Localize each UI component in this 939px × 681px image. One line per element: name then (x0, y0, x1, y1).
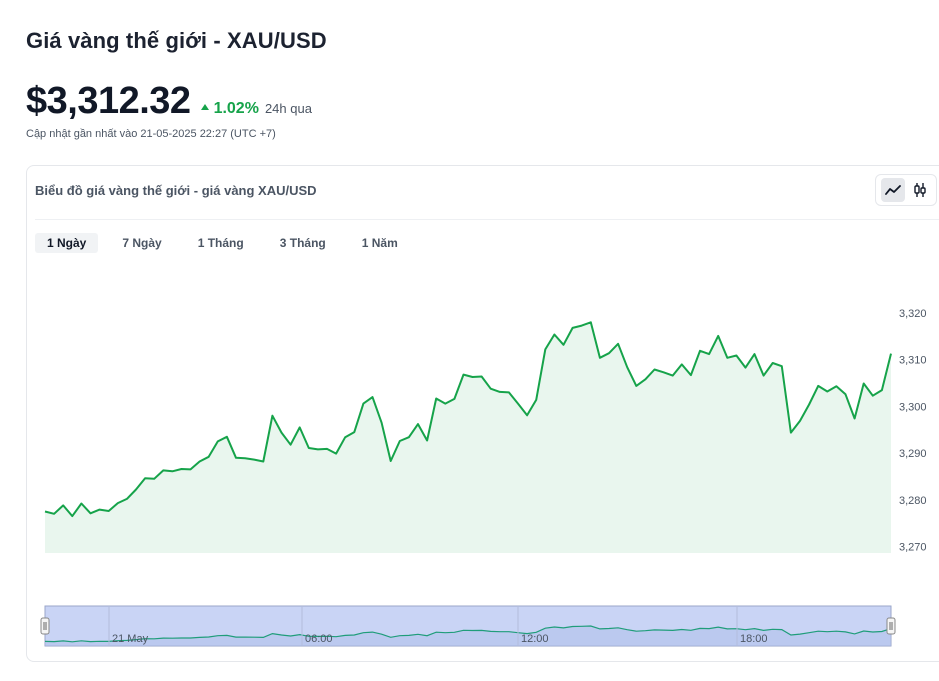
last-updated: Cập nhật gần nhất vào 21-05-2025 22:27 (… (26, 128, 276, 140)
y-tick-label: 3,270 (899, 542, 927, 554)
navigator[interactable]: 21 May 06:00 12:00 18:00 (40, 605, 896, 647)
tab-3-months[interactable]: 3 Tháng (279, 236, 326, 250)
navigator-time-label: 12:00 (521, 633, 549, 645)
line-chart-button[interactable] (880, 178, 905, 202)
main-plot (44, 321, 892, 553)
chart-title: Biểu đồ giá vàng thế giới - giá vàng XAU… (35, 183, 317, 198)
change-period: 24h qua (264, 101, 312, 116)
price-row: $3,312.32 1.02% 24h qua (26, 80, 312, 123)
y-tick-label: 3,290 (899, 448, 927, 460)
y-axis: 3,270 3,280 3,290 3,300 3,310 3,320 (899, 308, 927, 554)
tab-1-month[interactable]: 1 Tháng (197, 236, 244, 250)
navigator-time-label: 21 May (112, 633, 149, 645)
y-tick-label: 3,320 (899, 308, 927, 320)
navigator-time-label: 06:00 (305, 633, 333, 645)
range-tabs: 1 Ngày 7 Ngày 1 Tháng 3 Tháng 1 Năm (35, 233, 422, 253)
chart-card: Biểu đồ giá vàng thế giới - giá vàng XAU… (26, 165, 939, 662)
navigator-left-handle[interactable] (40, 617, 50, 635)
price-change-value: 1.02% (213, 100, 259, 117)
price-area (45, 322, 891, 553)
tab-1-year[interactable]: 1 Năm (361, 236, 398, 250)
navigator-line (44, 625, 892, 643)
price-line (44, 321, 892, 518)
caret-up-icon (200, 104, 209, 110)
navigator-area (45, 626, 891, 646)
chart-type-toggle (875, 174, 937, 206)
tab-7-days[interactable]: 7 Ngày (122, 236, 162, 250)
y-tick-label: 3,300 (899, 401, 927, 413)
line-chart-icon (884, 185, 901, 195)
navigator-right-handle[interactable] (886, 617, 896, 635)
card-divider (35, 219, 939, 220)
tab-1-day[interactable]: 1 Ngày (35, 233, 99, 253)
y-tick-label: 3,310 (899, 355, 927, 367)
page-title: Giá vàng thế giới - XAU/USD (26, 28, 327, 53)
candlestick-button[interactable] (908, 178, 932, 202)
navigator-time-label: 18:00 (740, 633, 768, 645)
current-price: $3,312.32 (26, 80, 191, 122)
candlestick-icon (913, 183, 926, 197)
y-tick-label: 3,280 (899, 495, 927, 507)
price-change: 1.02% (200, 100, 259, 118)
